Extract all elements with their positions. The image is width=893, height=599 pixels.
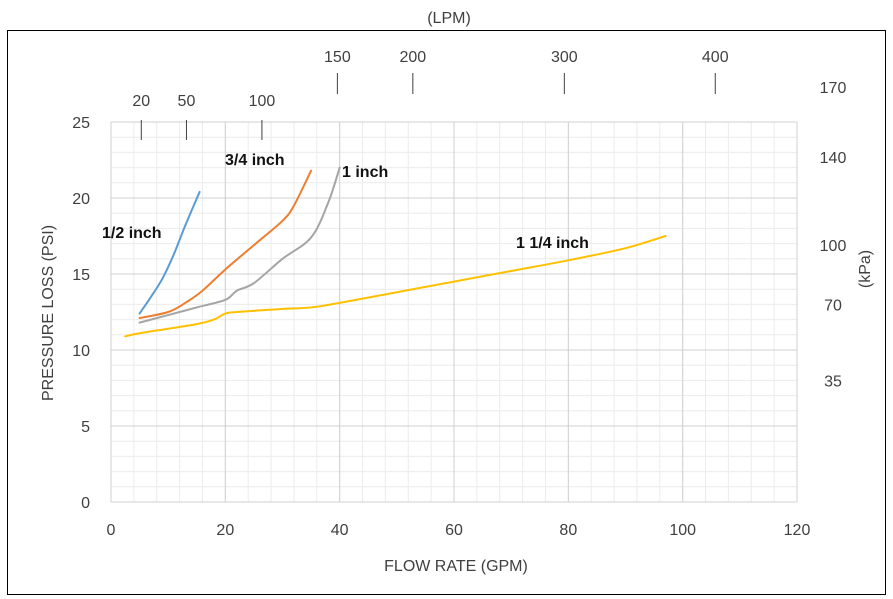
y-axis-title: PRESSURE LOSS (PSI): [40, 225, 57, 401]
secondary-x-tick-label: 400: [702, 49, 729, 66]
y-tick-label: 20: [72, 191, 90, 208]
secondary-y-axis-title: (kPa): [857, 250, 874, 288]
secondary-y-tick-label: 35: [824, 373, 842, 390]
series-label-0: 1/2 inch: [102, 225, 162, 242]
secondary-x-axis-title: (LPM): [427, 10, 471, 27]
y-tick-label: 10: [72, 343, 90, 360]
series-label-1: 3/4 inch: [225, 152, 285, 169]
x-tick-label: 100: [669, 522, 696, 539]
series-line-2: [138, 166, 341, 324]
x-tick-label: 20: [216, 522, 234, 539]
y-tick-label: 5: [81, 419, 90, 436]
x-tick-label: 120: [784, 522, 811, 539]
secondary-x-tick-label: 50: [178, 93, 196, 110]
secondary-x-tick-label: 100: [249, 93, 276, 110]
series-line-3: [124, 235, 667, 338]
series-line-1: [138, 169, 313, 320]
chart-outer-border: [7, 30, 886, 595]
y-tick-label: 25: [72, 115, 90, 132]
y-axis-tick-labels: 0 5 10 15 20 25: [72, 115, 90, 512]
y-tick-label: 0: [81, 495, 90, 512]
secondary-y-tick-label: 170: [820, 80, 847, 97]
secondary-y-tick-label: 70: [824, 297, 842, 314]
y-tick-label: 15: [72, 267, 90, 284]
secondary-x-tick-label: 150: [324, 49, 351, 66]
series-line-0: [138, 190, 201, 315]
x-tick-label: 0: [107, 522, 116, 539]
major-gridlines: [110, 121, 798, 503]
secondary-x-tick-label: 200: [399, 49, 426, 66]
secondary-x-tick-label: 20: [132, 93, 150, 110]
x-axis-tick-labels: 0 20 40 60 80 100 120: [107, 522, 811, 539]
x-axis-title: FLOW RATE (GPM): [384, 558, 528, 575]
series-labels: 1/2 inch 3/4 inch 1 inch 1 1/4 inch: [102, 152, 589, 252]
series-lines: [124, 166, 667, 338]
secondary-y-axis-ticks: 35 70 100 140 170: [820, 80, 847, 390]
x-tick-label: 80: [559, 522, 577, 539]
x-tick-label: 60: [445, 522, 463, 539]
secondary-x-tick-label: 300: [551, 49, 578, 66]
secondary-x-axis-ticks: 20 50 100 150 200 300 400: [132, 49, 729, 140]
secondary-y-tick-label: 100: [820, 238, 847, 255]
secondary-y-tick-label: 140: [820, 150, 847, 167]
series-label-3: 1 1/4 inch: [516, 235, 589, 252]
x-tick-label: 40: [331, 522, 349, 539]
series-label-2: 1 inch: [342, 164, 388, 181]
